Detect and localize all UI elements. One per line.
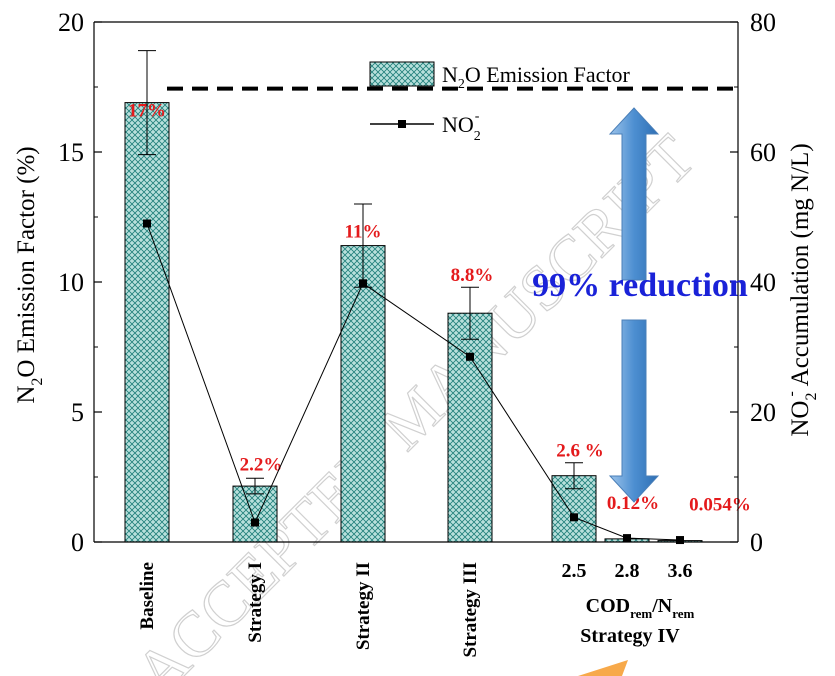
data-label: 8.8%	[451, 265, 494, 286]
y-left-tick-label: 0	[71, 528, 84, 557]
no2-point	[143, 219, 151, 228]
y-right-tick-label: 60	[750, 138, 776, 167]
x-tick-label: Baseline	[137, 562, 158, 630]
no2-point	[359, 279, 367, 288]
no2-point	[676, 536, 684, 545]
bar-baseline	[124, 102, 170, 543]
bar-strategy-iii	[447, 312, 493, 543]
bar-strategy-ii	[340, 245, 386, 543]
data-label: 2.2%	[240, 454, 283, 475]
no2-point	[570, 513, 578, 522]
reduction-annotation: 99% reduction	[532, 267, 748, 304]
y-axis-left-title: N2O Emission Factor (%)	[13, 146, 46, 403]
no2-point	[251, 518, 259, 527]
y-left-tick-label: 15	[58, 138, 84, 167]
axes-layer: 0 5 10 15 20 0 20 40 60 80 Baseline Strategy I Strat…	[58, 8, 776, 658]
y-right-tick-label: 80	[750, 8, 776, 37]
reduction-arrows	[608, 107, 660, 503]
y-left-tick-label: 10	[58, 268, 84, 297]
y-left-tick-label: 20	[58, 8, 84, 37]
legend-bar-label: N2O Emission Factor	[442, 62, 631, 92]
legend-bar-swatch	[369, 61, 435, 87]
up-arrow-icon	[608, 107, 660, 281]
x-tick-label: Strategy III	[460, 562, 481, 658]
data-label: 2.6 %	[556, 441, 604, 462]
ratio-label: CODrem/Nrem	[586, 595, 695, 621]
bars-layer: 17% 2.2% 11% 8.8% 2.6 % 0.12% 0.054%	[124, 50, 751, 543]
down-arrow-icon	[608, 319, 660, 503]
x-tick-label: 2.5	[562, 560, 587, 582]
no2-point	[623, 534, 631, 543]
y-right-tick-label: 20	[750, 398, 776, 427]
bar-strategy-i	[232, 485, 278, 543]
legend-line-label: NO2-	[442, 109, 481, 144]
no2-point	[466, 352, 474, 361]
data-label: 0.12%	[607, 493, 659, 514]
x-tick-label: 3.6	[668, 560, 693, 582]
data-label: 17%	[128, 101, 166, 122]
data-label: 11%	[345, 222, 382, 243]
no2-line-layer	[143, 219, 684, 545]
legend-line-marker	[398, 120, 406, 128]
y-right-tick-label: 40	[750, 268, 776, 297]
orange-marker-shape	[578, 660, 628, 676]
y-right-tick-label: 0	[750, 528, 763, 557]
strategy-iv-label: Strategy IV	[580, 625, 680, 647]
legend: N2O Emission Factor NO2-	[369, 61, 631, 144]
y-axis-right-title: NO2- Accumulation (mg N/L)	[783, 143, 820, 436]
x-tick-label: 2.8	[615, 560, 640, 582]
x-tick-label: Strategy I	[245, 562, 266, 643]
data-label: 0.054%	[689, 495, 751, 516]
x-tick-label: Strategy II	[353, 562, 374, 650]
watermark: ACCEPTED MANUSCRIPT	[121, 121, 708, 676]
y-left-tick-label: 5	[71, 398, 84, 427]
